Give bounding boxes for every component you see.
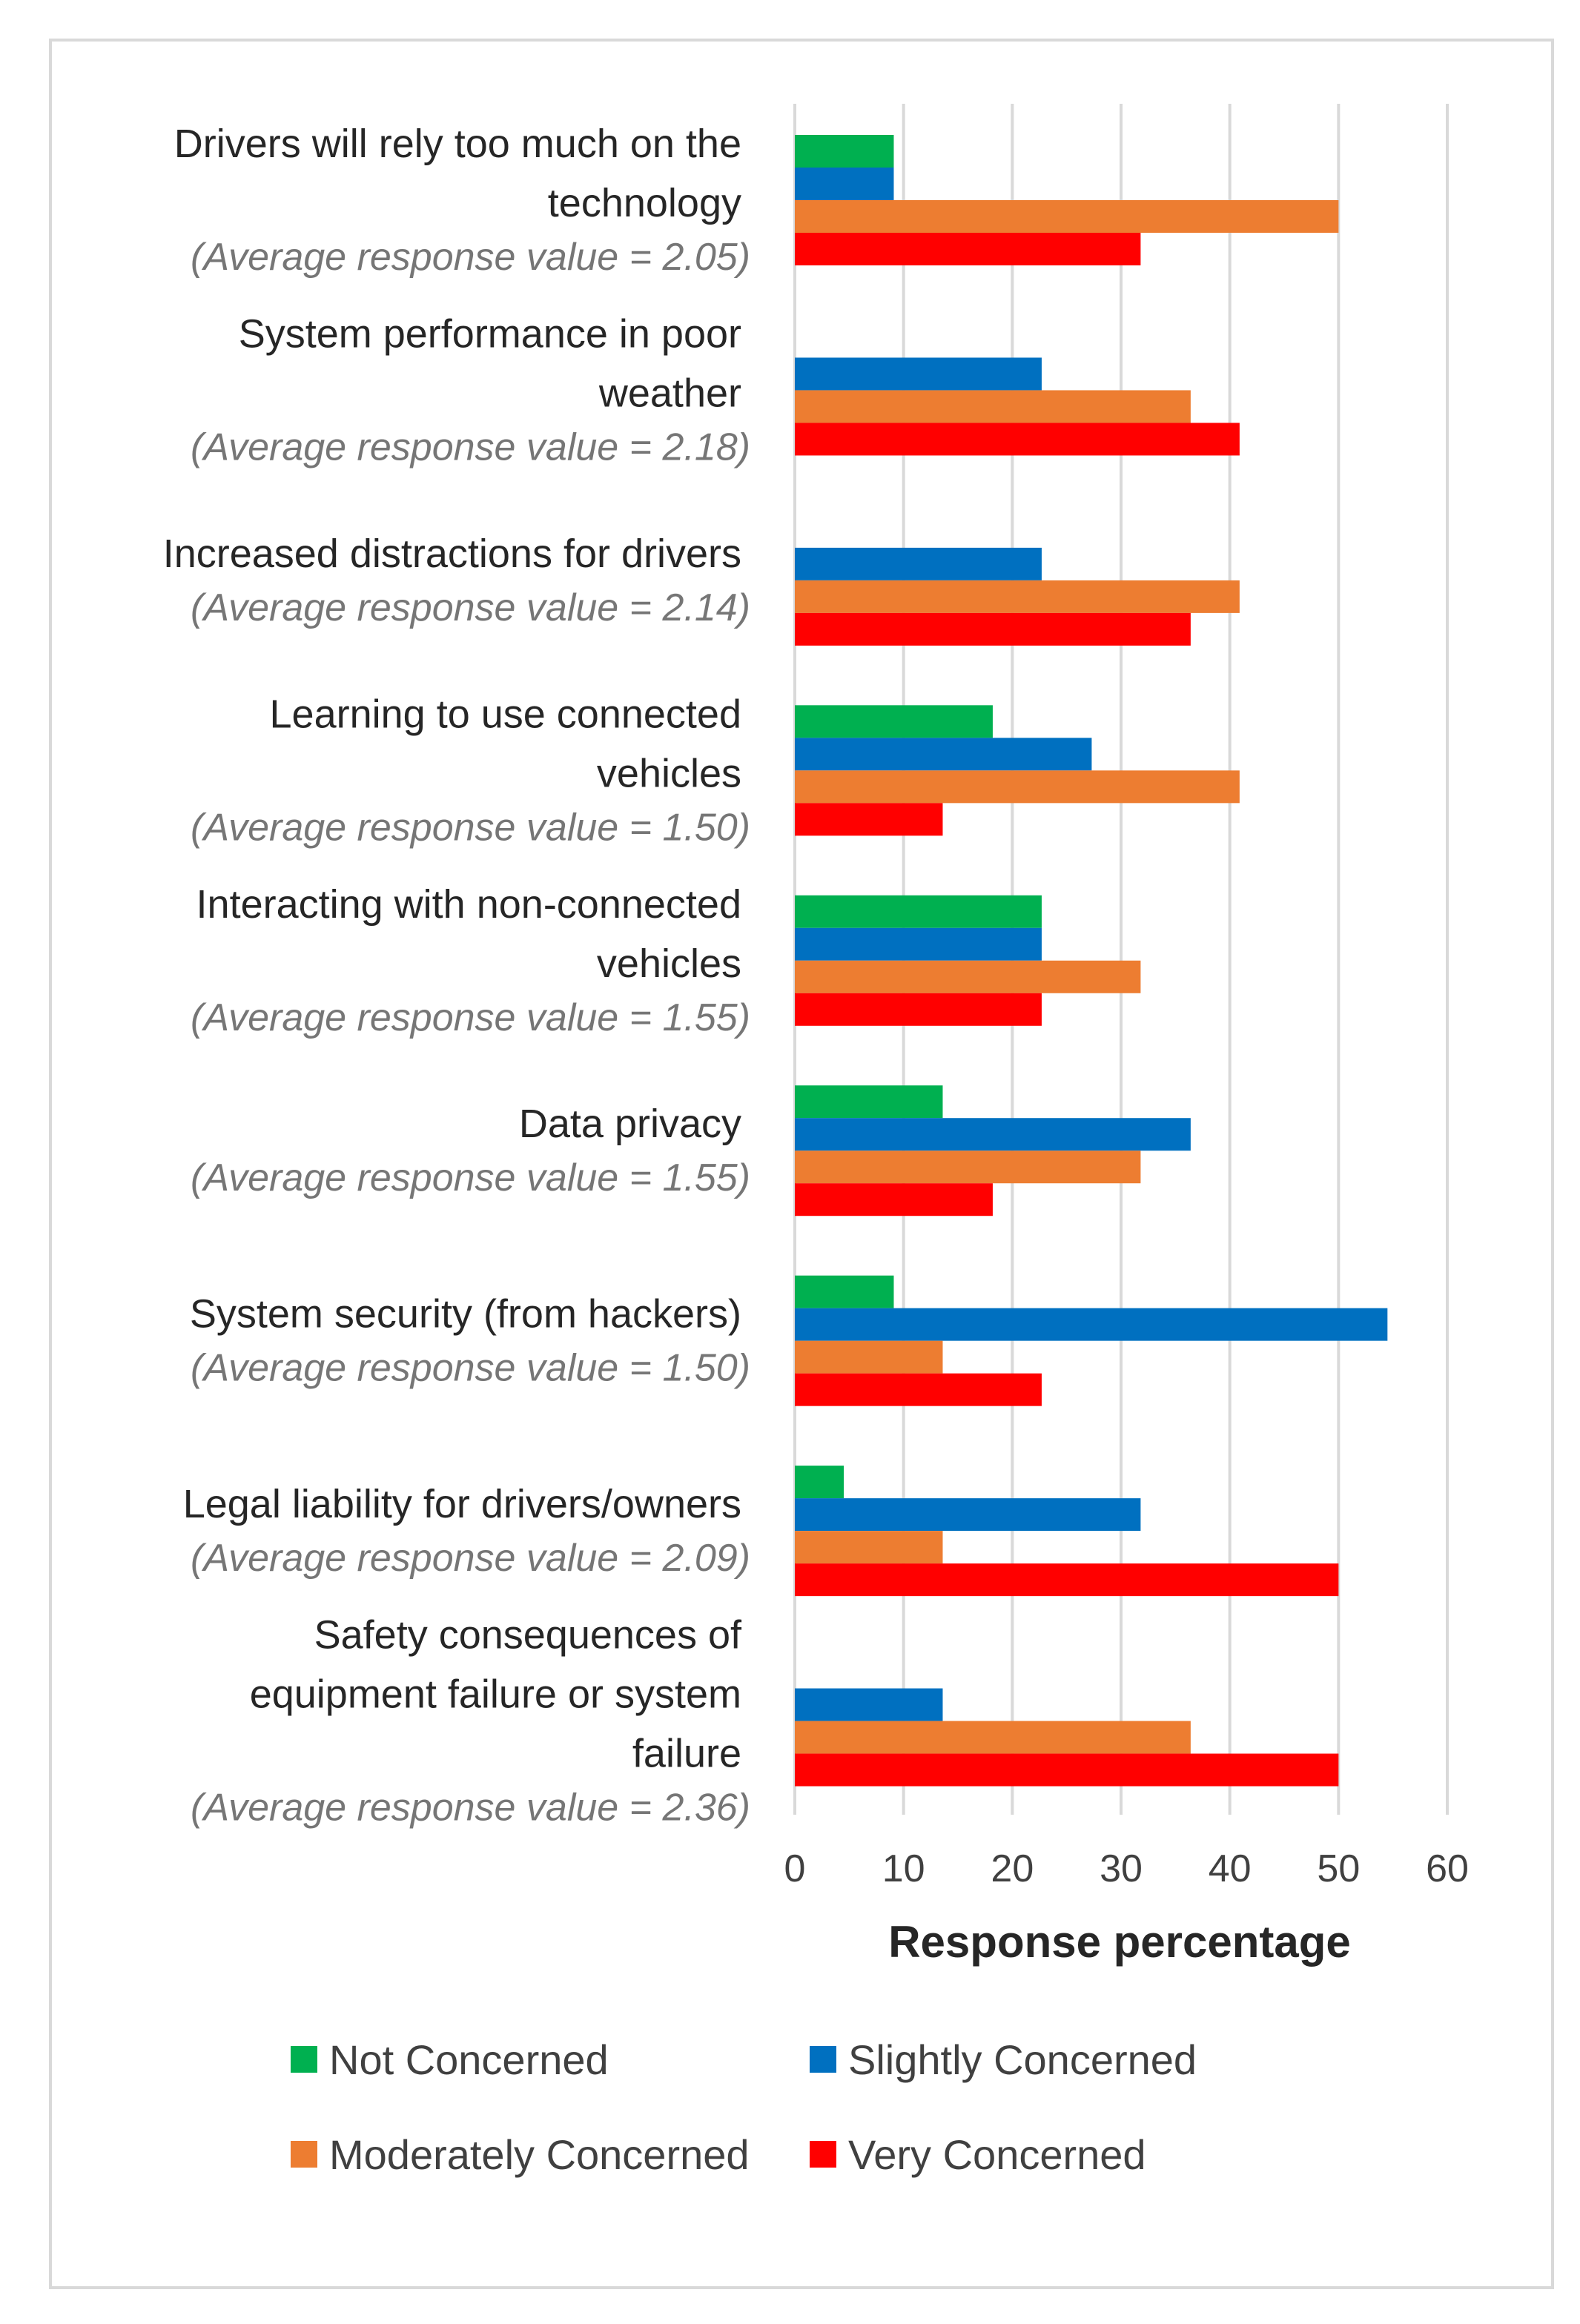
bar-very-concerned-3 xyxy=(795,612,1191,646)
bar-very-concerned-9 xyxy=(795,1753,1339,1787)
x-axis-ticks: 0 10 20 30 40 50 60 xyxy=(784,1847,1469,1890)
category-name-line: Safety consequences of xyxy=(314,1613,742,1658)
x-tick-label-60: 60 xyxy=(1426,1847,1469,1890)
category-name-line: Drivers will rely too much on the xyxy=(174,122,741,166)
bar-not-concerned-1 xyxy=(795,135,894,168)
x-tick-label-40: 40 xyxy=(1209,1847,1252,1890)
category-label-5: Interacting with non-connected vehicles (A… xyxy=(191,882,750,1039)
bar-very-concerned-6 xyxy=(795,1183,993,1216)
bar-not-concerned-5 xyxy=(795,895,1042,928)
bar-slightly-concerned-3 xyxy=(795,547,1042,580)
legend-swatch xyxy=(291,2141,317,2168)
category-name-line: technology xyxy=(548,181,741,225)
bar-moderately-concerned-3 xyxy=(795,580,1240,613)
legend-label: Very Concerned xyxy=(848,2131,1146,2178)
category-average-value: (Average response value = 2.36) xyxy=(191,1787,750,1830)
category-average-value: (Average response value = 2.14) xyxy=(191,586,750,629)
category-label-4: Learning to use connected vehicles (Averag… xyxy=(191,692,750,849)
category-average-value: (Average response value = 1.50) xyxy=(191,806,750,849)
bar-slightly-concerned-1 xyxy=(795,168,894,200)
legend-item-not-concerned: Not Concerned xyxy=(291,2036,609,2083)
legend-item-very-concerned: Very Concerned xyxy=(810,2131,1146,2178)
bar-slightly-concerned-8 xyxy=(795,1498,1141,1532)
bar-moderately-concerned-9 xyxy=(795,1721,1191,1754)
bar-moderately-concerned-5 xyxy=(795,960,1141,993)
category-name-line: Interacting with non-connected xyxy=(196,882,741,927)
x-tick-label-50: 50 xyxy=(1317,1847,1360,1890)
bar-very-concerned-4 xyxy=(795,803,943,836)
category-name-line: failure xyxy=(632,1732,741,1776)
category-average-value: (Average response value = 1.50) xyxy=(191,1347,750,1390)
category-labels: Drivers will rely too much on the technol… xyxy=(163,122,750,1830)
category-label-1: Drivers will rely too much on the technol… xyxy=(174,122,750,279)
bar-slightly-concerned-9 xyxy=(795,1688,943,1721)
category-name-line: System security (from hackers) xyxy=(190,1292,741,1337)
x-tick-label-30: 30 xyxy=(1100,1847,1143,1890)
bar-slightly-concerned-6 xyxy=(795,1118,1191,1151)
bar-very-concerned-7 xyxy=(795,1373,1042,1406)
bar-not-concerned-6 xyxy=(795,1085,943,1119)
bar-not-concerned-8 xyxy=(795,1466,844,1499)
category-label-6: Data privacy (Average response value = 1.… xyxy=(191,1102,750,1199)
category-average-value: (Average response value = 1.55) xyxy=(191,1156,750,1199)
legend-label: Not Concerned xyxy=(329,2036,609,2083)
bar-very-concerned-2 xyxy=(795,423,1240,456)
category-name-line: vehicles xyxy=(597,751,741,795)
bar-moderately-concerned-4 xyxy=(795,770,1240,804)
legend: Not Concerned Slightly Concerned Moderatel… xyxy=(291,2036,1197,2178)
legend-item-moderately-concerned: Moderately Concerned xyxy=(291,2131,750,2178)
category-label-3: Increased distractions for drivers (Avera… xyxy=(163,532,750,629)
category-name-line: equipment failure or system xyxy=(250,1672,741,1717)
category-name-line: Increased distractions for drivers xyxy=(163,532,741,576)
bars xyxy=(795,135,1388,1787)
x-tick-label-0: 0 xyxy=(784,1847,806,1890)
bar-slightly-concerned-5 xyxy=(795,927,1042,961)
category-label-7: System security (from hackers) (Average r… xyxy=(190,1292,750,1390)
bar-not-concerned-7 xyxy=(795,1275,894,1308)
x-tick-label-10: 10 xyxy=(882,1847,925,1890)
x-tick-label-20: 20 xyxy=(991,1847,1034,1890)
category-name-line: vehicles xyxy=(597,941,741,986)
category-average-value: (Average response value = 2.05) xyxy=(191,236,750,279)
category-label-2: System performance in poor weather (Averag… xyxy=(191,311,750,469)
bar-moderately-concerned-7 xyxy=(795,1340,943,1374)
category-name-line: Data privacy xyxy=(519,1102,741,1146)
bar-moderately-concerned-2 xyxy=(795,390,1191,423)
bar-moderately-concerned-8 xyxy=(795,1531,943,1564)
bar-very-concerned-1 xyxy=(795,233,1141,265)
legend-swatch xyxy=(810,2046,836,2073)
bar-very-concerned-5 xyxy=(795,993,1042,1026)
legend-label: Slightly Concerned xyxy=(848,2036,1197,2083)
bar-very-concerned-8 xyxy=(795,1563,1339,1597)
category-average-value: (Average response value = 1.55) xyxy=(191,996,750,1039)
legend-item-slightly-concerned: Slightly Concerned xyxy=(810,2036,1197,2083)
x-axis-title: Response percentage xyxy=(888,1917,1351,1967)
bar-slightly-concerned-4 xyxy=(795,738,1092,771)
legend-swatch xyxy=(291,2046,317,2073)
category-name-line: System performance in poor xyxy=(239,311,741,356)
category-label-9: Safety consequences of equipment failure … xyxy=(191,1613,750,1830)
category-name-line: Learning to use connected xyxy=(270,692,741,736)
bar-slightly-concerned-7 xyxy=(795,1308,1388,1341)
category-name-line: weather xyxy=(598,371,741,415)
bar-moderately-concerned-1 xyxy=(795,200,1339,233)
category-average-value: (Average response value = 2.18) xyxy=(191,426,750,469)
category-name-line: Legal liability for drivers/owners xyxy=(183,1482,741,1526)
legend-label: Moderately Concerned xyxy=(329,2131,750,2178)
bar-slightly-concerned-2 xyxy=(795,357,1042,391)
legend-swatch xyxy=(810,2141,836,2168)
category-average-value: (Average response value = 2.09) xyxy=(191,1537,750,1580)
category-label-8: Legal liability for drivers/owners (Avera… xyxy=(183,1482,750,1580)
bar-not-concerned-4 xyxy=(795,705,993,738)
bar-moderately-concerned-6 xyxy=(795,1151,1141,1184)
